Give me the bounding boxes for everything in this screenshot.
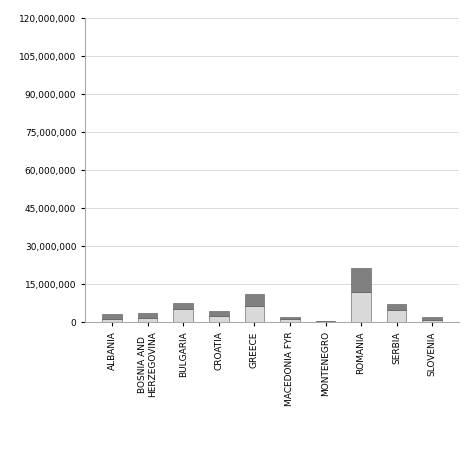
Bar	[245, 306, 264, 322]
Bar	[351, 268, 371, 292]
Bar	[387, 304, 406, 310]
Bar	[280, 319, 300, 322]
Bar	[280, 317, 300, 319]
Bar	[102, 319, 122, 322]
Bar	[422, 320, 442, 322]
Bar	[173, 303, 193, 309]
Bar	[209, 316, 228, 322]
Bar	[138, 319, 157, 322]
Bar	[102, 314, 122, 319]
Bar	[316, 321, 335, 322]
Bar	[422, 317, 442, 320]
Bar	[173, 309, 193, 322]
Bar	[209, 311, 228, 316]
Bar	[387, 310, 406, 322]
Bar	[351, 292, 371, 322]
Bar	[138, 313, 157, 319]
Bar	[245, 294, 264, 306]
